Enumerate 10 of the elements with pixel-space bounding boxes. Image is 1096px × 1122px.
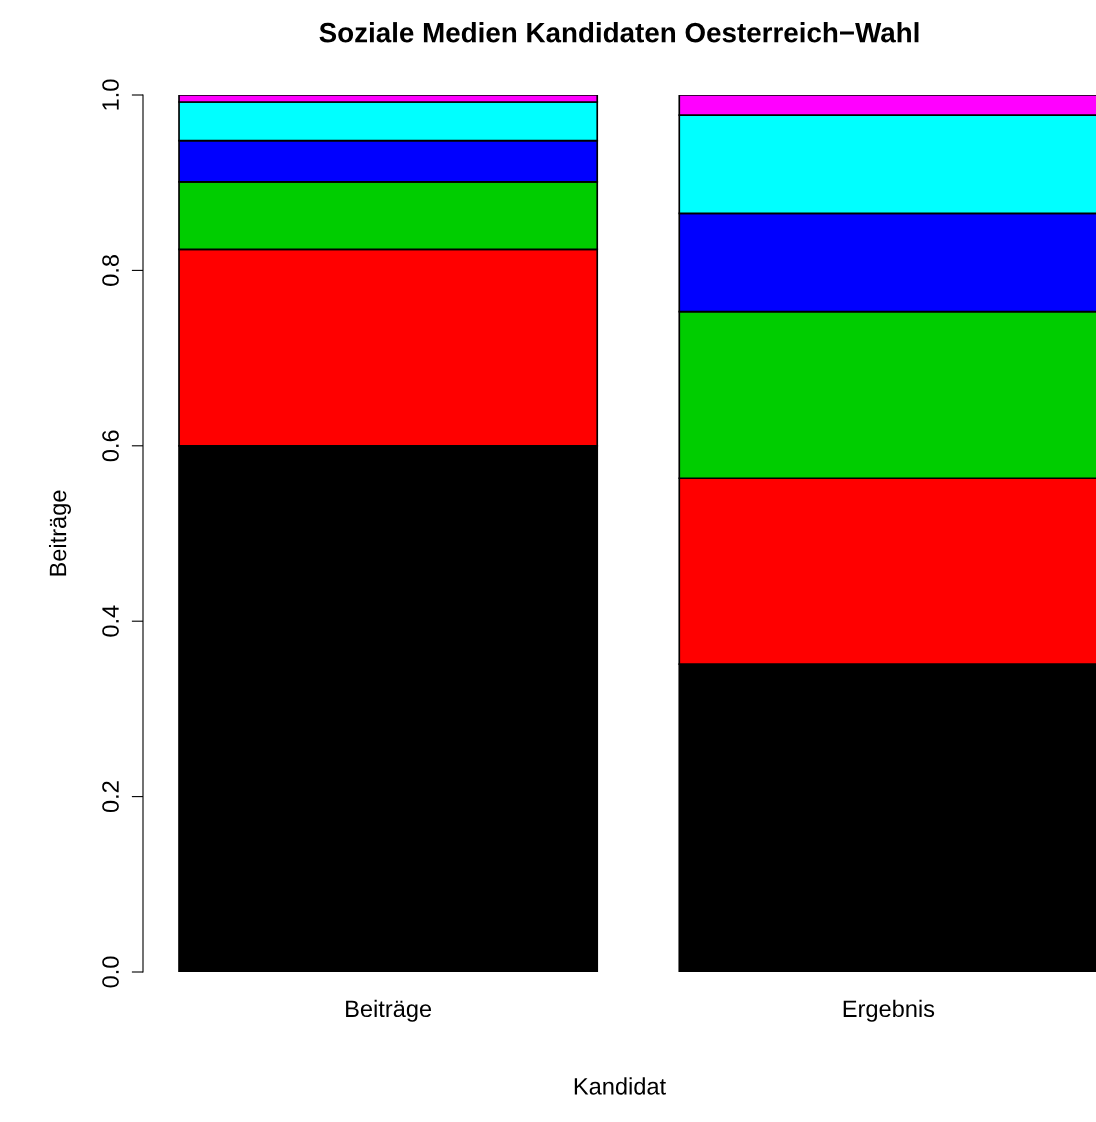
y-axis-title: Beiträge <box>48 490 71 576</box>
chart-title: Soziale Medien Kandidaten Oesterreich−Wahl <box>319 22 919 43</box>
y-tick-label: 0.2 <box>102 781 119 813</box>
x-tick-label: Ergebnis <box>843 999 935 1022</box>
y-tick-label: 0.6 <box>102 430 119 462</box>
y-tick-label: 0.4 <box>102 605 119 637</box>
x-axis-title: Kandidat <box>574 1077 666 1095</box>
y-tick-label: 0.0 <box>102 956 119 988</box>
y-tick-label: 1.0 <box>102 79 119 110</box>
y-tick-label: 0.8 <box>102 255 119 286</box>
